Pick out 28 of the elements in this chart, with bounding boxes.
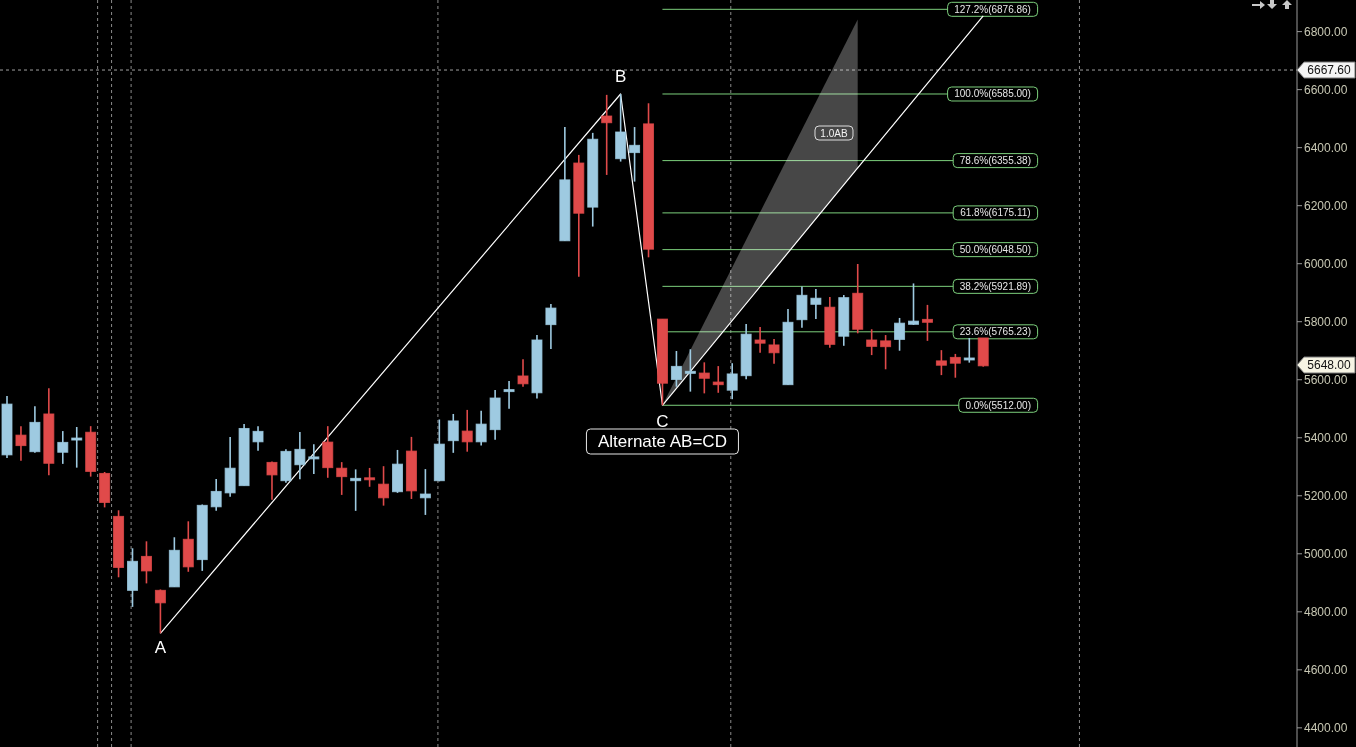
text: 5648.00	[1307, 358, 1352, 372]
ref-line-label: 23.6%(5765.23)	[959, 326, 1031, 338]
y-tick-label: 5000.00	[1304, 547, 1348, 562]
ref-line-label: 50.0%(6048.50)	[959, 244, 1031, 256]
ref-line-label: 61.8%(6175.11)	[960, 207, 1031, 219]
ref-line-label: 0.0%(5512.00)	[965, 399, 1031, 411]
ref-line-label: 6667.60	[1307, 63, 1352, 78]
y-tick-label: 6800.00	[1304, 24, 1348, 39]
y-tick-label: 6000.00	[1304, 256, 1348, 271]
y-tick-label: 6600.00	[1304, 82, 1348, 97]
y-tick-label: 6400.00	[1304, 140, 1348, 155]
annotation: C	[656, 412, 669, 432]
annotation: Alternate AB=CD	[597, 432, 727, 451]
y-tick-label: 4600.00	[1304, 663, 1348, 678]
y-tick-label: 5800.00	[1304, 314, 1348, 329]
y-tick-label: 5400.00	[1304, 431, 1348, 446]
ref-line-label: 38.2%(5921.89)	[959, 280, 1031, 292]
annotation: A	[154, 638, 167, 658]
y-tick-label: 6200.00	[1304, 198, 1348, 213]
y-tick-label: 5600.00	[1304, 373, 1348, 387]
ref-line-label: 127.2%(6876.86)	[954, 3, 1031, 15]
y-tick-label: 4800.00	[1304, 605, 1348, 620]
ref-line-label: 100.0%(6585.00)	[954, 88, 1031, 100]
ref-line-label: 78.6%(6355.38)	[959, 155, 1031, 167]
y-tick-label: 5200.00	[1304, 489, 1348, 504]
annotation: 1.0AB	[820, 127, 848, 139]
y-tick-label: 4400.00	[1304, 721, 1348, 736]
annotation: B	[614, 66, 627, 86]
